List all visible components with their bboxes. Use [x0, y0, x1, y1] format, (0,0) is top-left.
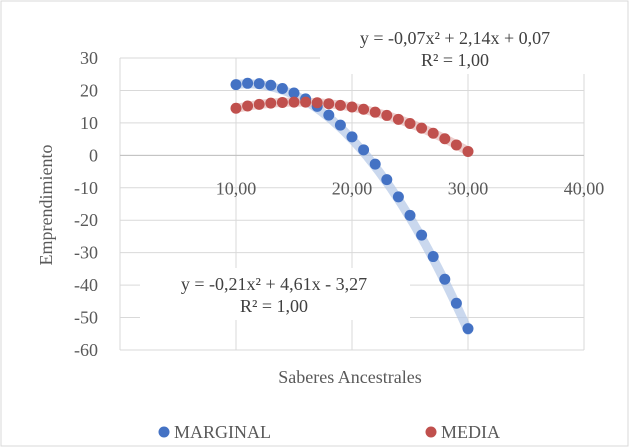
marginal-point [288, 87, 300, 99]
legend-label-media: MEDIA [441, 422, 500, 442]
marginal-point [323, 109, 335, 121]
marginal-point [404, 209, 416, 221]
media-point [346, 101, 358, 113]
media-point [334, 99, 346, 111]
media-point [300, 96, 312, 108]
y-tick-label: -60 [74, 340, 98, 360]
y-axis-title: Emprendimiento [36, 145, 56, 266]
media-point [416, 122, 428, 134]
x-tick-label: 10,00 [216, 178, 257, 198]
legend-label-marginal: MARGINAL [174, 422, 271, 442]
media-point [265, 97, 277, 109]
media-point [404, 118, 416, 130]
marginal-equation: y = -0,21x² + 4,61x - 3,27 [181, 274, 367, 294]
marginal-point [265, 79, 277, 91]
media-r2: R² = 1,00 [421, 50, 489, 70]
y-tick-label: 30 [80, 48, 98, 68]
media-point [392, 113, 404, 125]
y-tick-label: 10 [80, 113, 98, 133]
x-tick-label: 20,00 [332, 178, 373, 198]
marginal-point [253, 78, 265, 90]
legend-marker-media [425, 426, 437, 438]
y-tick-label: 20 [80, 80, 98, 100]
media-point [276, 96, 288, 108]
media-point [358, 103, 370, 115]
marginal-point [276, 82, 288, 94]
y-tick-label: -10 [74, 178, 98, 198]
marginal-point [427, 251, 439, 263]
marginal-point [358, 144, 370, 156]
y-tick-label: -30 [74, 243, 98, 263]
marginal-point [439, 273, 451, 285]
y-tick-label: 0 [89, 145, 98, 165]
axis-layer: 30 20 10 0 -10 -20 -30 -40 -50 -60 10,00 20,00 30,00… [74, 48, 604, 360]
x-axis-title: Saberes Ancestrales [278, 367, 421, 387]
marginal-point [416, 229, 428, 241]
marginal-point [392, 191, 404, 203]
media-point [242, 100, 254, 112]
marginal-point [230, 79, 242, 91]
media-point [323, 98, 335, 110]
media-point [462, 145, 474, 157]
y-tick-label: -20 [74, 210, 98, 230]
x-tick-label: 30,00 [448, 178, 489, 198]
media-point [427, 127, 439, 139]
marginal-point [346, 131, 358, 143]
marginal-equation-box: y = -0,21x² + 4,61x - 3,27 R² = 1,00 [140, 268, 410, 320]
marginal-point [369, 158, 381, 170]
y-tick-label: -50 [74, 308, 98, 328]
marginal-point [450, 297, 462, 309]
media-point [288, 96, 300, 108]
media-point [369, 106, 381, 118]
marginal-point [462, 323, 474, 335]
media-point [439, 133, 451, 145]
media-point [230, 102, 242, 114]
marginal-r2: R² = 1,00 [240, 296, 308, 316]
marginal-point [381, 174, 393, 186]
y-tick-label: -40 [74, 275, 98, 295]
legend-marker-marginal [158, 426, 170, 438]
media-point [311, 97, 323, 109]
media-point [381, 109, 393, 121]
media-equation-box: y = -0,07x² + 2,14x + 0,07 R² = 1,00 [320, 22, 590, 74]
media-equation: y = -0,07x² + 2,14x + 0,07 [360, 28, 550, 48]
media-point [253, 98, 265, 110]
media-point [450, 139, 462, 151]
marginal-point [242, 77, 254, 89]
x-tick-label: 40,00 [564, 178, 605, 198]
legend: MARGINAL MEDIA [158, 422, 500, 442]
marginal-point [334, 119, 346, 131]
point-layer [230, 77, 474, 335]
